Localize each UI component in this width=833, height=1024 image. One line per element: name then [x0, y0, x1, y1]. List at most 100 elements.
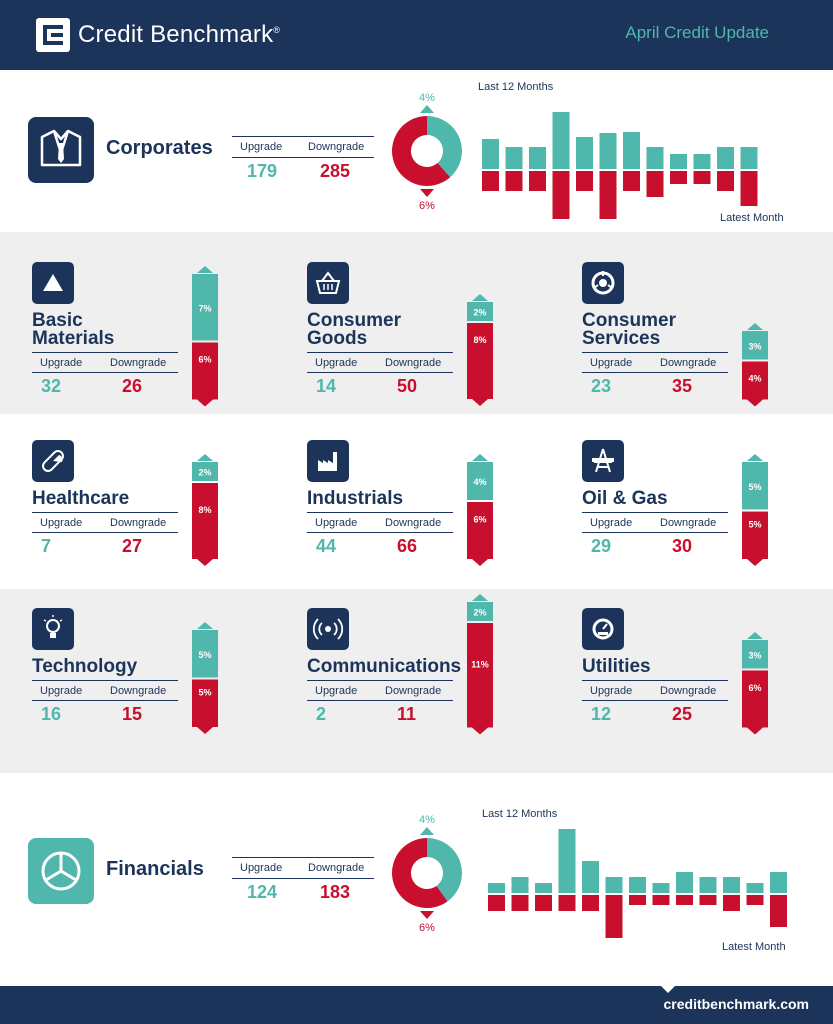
footer: creditbenchmark.com	[0, 985, 833, 1024]
upgrade-bar	[623, 132, 640, 169]
downgrade-label: Downgrade	[660, 685, 717, 697]
upgrade-pct: 5%	[198, 650, 211, 660]
upgrade-bar	[467, 302, 493, 321]
upgrade-bar	[511, 877, 529, 893]
upgrade-bar	[192, 462, 218, 481]
downgrade-bar	[699, 895, 717, 905]
downgrade-label: Downgrade	[385, 357, 442, 369]
upgrade-label: Upgrade	[240, 141, 283, 153]
upgrade-label: Upgrade	[240, 862, 283, 874]
upgrade-bar	[652, 883, 670, 893]
down-arrow-icon	[747, 399, 763, 406]
sector-band-3	[0, 589, 833, 773]
triangle-icon	[32, 262, 74, 304]
upgrade-pct: 2%	[473, 607, 486, 617]
upgrade-label: Upgrade	[590, 685, 633, 697]
downgrade-count: 285	[320, 161, 351, 181]
upgrade-count: 44	[316, 536, 337, 556]
upgrade-bar	[605, 877, 623, 893]
corporates-counts: Upgrade Downgrade 179 285	[232, 136, 374, 186]
upgrade-bar	[770, 872, 787, 893]
down-arrow-icon	[747, 559, 763, 566]
upgrade-bar	[670, 154, 687, 169]
sector-updown-bar: 3% 4%	[742, 322, 768, 406]
downgrade-bar	[742, 670, 768, 727]
downgrade-bar	[746, 895, 764, 905]
downgrade-label: Downgrade	[110, 357, 167, 369]
upgrade-pct: 4%	[473, 477, 486, 487]
downgrade-bar	[467, 622, 493, 727]
downgrade-bar	[742, 361, 768, 399]
downgrade-bar	[770, 895, 787, 927]
downgrade-bar	[467, 502, 493, 559]
corporates-donut-chart: 4% 6%	[392, 92, 462, 212]
downgrade-count: 25	[672, 704, 693, 724]
downgrade-bar	[192, 342, 218, 399]
service-wheel-icon	[582, 262, 624, 304]
up-arrow-icon	[747, 454, 763, 461]
down-arrow-icon	[472, 399, 488, 406]
downgrade-pct: 6%	[419, 922, 435, 934]
downgrade-count: 183	[320, 882, 351, 902]
upgrade-label: Upgrade	[40, 517, 83, 529]
downgrade-bar	[629, 895, 646, 905]
upgrade-pct: 5%	[748, 482, 761, 492]
downgrade-count: 30	[672, 536, 693, 556]
sector-name: Consumer Services	[582, 310, 676, 349]
sector-updown-bar: 5% 5%	[192, 622, 218, 734]
downgrade-label: Downgrade	[308, 141, 365, 153]
downgrade-slice	[392, 116, 451, 186]
upgrade-bar	[699, 877, 717, 893]
sector-counts: Upgrade Downgrade 16 15	[32, 680, 178, 726]
sector-name: Healthcare	[32, 488, 130, 509]
oil-rig-icon	[582, 440, 624, 482]
downgrade-count: 26	[122, 376, 143, 396]
upgrade-bar	[676, 872, 693, 893]
upgrade-bar	[576, 137, 593, 169]
up-arrow-icon	[747, 631, 763, 639]
shirt-icon	[28, 117, 94, 183]
upgrade-bar	[488, 883, 505, 893]
upgrade-bar	[723, 877, 740, 893]
financials-counts: Upgrade Downgrade 124 183	[232, 857, 374, 907]
sector-name: Utilities	[582, 656, 651, 677]
sector-updown-bar: 4% 6%	[467, 454, 493, 566]
upgrade-count: 7	[41, 536, 52, 556]
downgrade-bar	[529, 171, 546, 191]
down-arrow-icon	[197, 727, 213, 734]
sector-name: Industrials	[307, 488, 404, 509]
up-arrow-icon	[472, 454, 488, 461]
report-title: April Credit Update	[625, 23, 769, 42]
upgrade-count: 2	[316, 704, 327, 724]
upgrade-count: 14	[316, 376, 337, 396]
downgrade-bar	[505, 171, 523, 191]
up-arrow-icon	[472, 294, 488, 301]
upgrade-pct: 4%	[419, 92, 435, 104]
upgrade-bar	[558, 829, 576, 893]
down-arrow-icon	[747, 727, 763, 734]
footer-url[interactable]: creditbenchmark.com	[663, 996, 810, 1012]
upgrade-bar	[742, 462, 768, 510]
downgrade-count: 35	[672, 376, 693, 396]
pie-chart-icon	[28, 838, 94, 904]
up-arrow-icon	[420, 827, 434, 835]
downgrade-pct: 5%	[198, 687, 211, 697]
downgrade-label: Downgrade	[308, 862, 365, 874]
upgrade-count: 12	[591, 704, 612, 724]
downgrade-bar	[623, 171, 640, 191]
upgrade-count: 29	[591, 536, 612, 556]
financials-last12-label: Last 12 Months	[482, 808, 558, 820]
upgrade-slice	[427, 116, 462, 178]
downgrade-bar	[742, 511, 768, 559]
corporates-monthly-bars	[482, 112, 758, 219]
upgrade-count: 16	[41, 704, 62, 724]
upgrade-pct: 2%	[473, 308, 486, 318]
downgrade-pct: 4%	[748, 373, 761, 383]
upgrade-label: Upgrade	[315, 685, 358, 697]
downgrade-bar	[717, 171, 734, 191]
sector-counts: Upgrade Downgrade 32 26	[32, 352, 178, 398]
upgrade-bar	[535, 883, 552, 893]
sector-name: Basic Materials	[32, 310, 115, 349]
upgrade-label: Upgrade	[590, 357, 633, 369]
downgrade-label: Downgrade	[660, 517, 717, 529]
